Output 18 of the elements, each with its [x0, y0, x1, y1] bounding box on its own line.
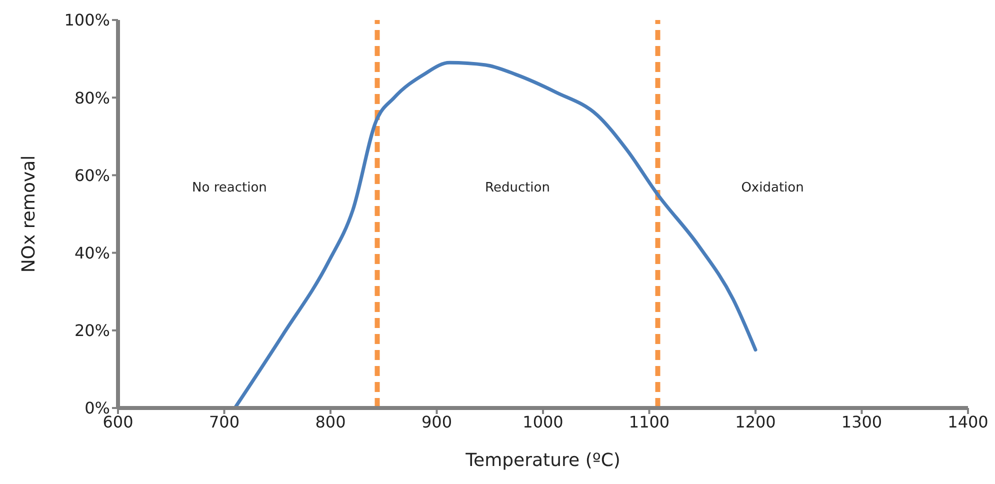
x-tick-label: 900 — [421, 412, 452, 432]
y-tick-label: 100% — [64, 10, 110, 30]
x-tick-label: 1400 — [948, 412, 988, 432]
x-tick-label: 1100 — [628, 412, 670, 432]
x-axis-title: Temperature (ºC) — [464, 450, 620, 471]
y-tick-label: 80% — [74, 88, 110, 108]
x-tick-label: 1000 — [522, 412, 564, 432]
x-tick-label: 1200 — [735, 412, 776, 432]
y-tick-label: 20% — [74, 321, 110, 340]
y-tick-label: 40% — [74, 243, 110, 262]
y-axis-title: NOx removal — [18, 155, 40, 273]
annotation: Oxidation — [741, 180, 804, 196]
x-tick-label: 800 — [315, 412, 346, 432]
y-tick-label: 60% — [74, 166, 110, 185]
annotation: No reaction — [192, 180, 267, 196]
x-tick-label: 1300 — [841, 412, 882, 432]
annotation: Reduction — [485, 180, 550, 196]
x-tick-label: 700 — [208, 412, 240, 432]
